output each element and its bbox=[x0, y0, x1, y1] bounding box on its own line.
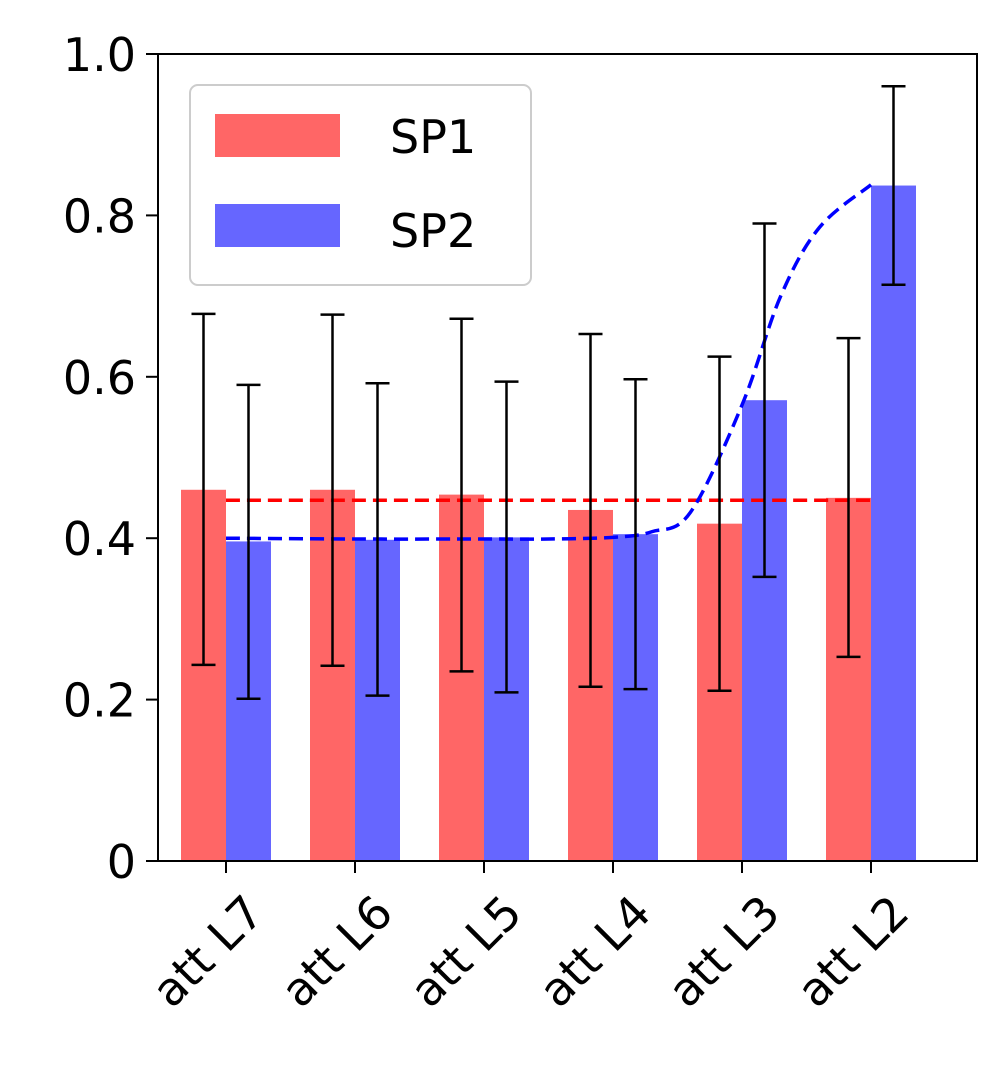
x-tick-label-1: att L7 bbox=[141, 885, 274, 1018]
error-bars-layer bbox=[191, 85, 906, 701]
y-tick-label-4: 0.8 bbox=[63, 189, 136, 243]
x-tick-label-4: att L4 bbox=[528, 885, 661, 1018]
bar-sp2-6 bbox=[871, 185, 916, 861]
legend-swatch-sp2 bbox=[215, 204, 340, 247]
legend-label-sp1: SP1 bbox=[390, 110, 476, 164]
y-tick-label-2: 0.4 bbox=[63, 512, 136, 566]
y-tick-label-0: 0 bbox=[107, 835, 136, 889]
y-tick-label-5: 1.0 bbox=[63, 28, 136, 82]
legend: SP1 SP2 bbox=[189, 84, 532, 286]
x-tick-label-5: att L3 bbox=[657, 885, 790, 1018]
y-tick-label-3: 0.6 bbox=[63, 351, 136, 405]
legend-swatch-sp1 bbox=[215, 114, 340, 157]
legend-label-sp2: SP2 bbox=[390, 204, 476, 258]
bars-layer bbox=[181, 185, 916, 861]
trend-line-sp2 bbox=[225, 183, 873, 541]
trend-lines-layer bbox=[225, 183, 873, 541]
x-tick-label-2: att L6 bbox=[270, 885, 403, 1018]
x-tick-label-3: att L5 bbox=[399, 885, 532, 1018]
y-tick-label-1: 0.2 bbox=[63, 674, 136, 728]
plot-frame bbox=[157, 53, 978, 862]
y-axis: 0 0.2 0.4 0.6 0.8 1.0 bbox=[63, 28, 158, 889]
x-tick-label-6: att L2 bbox=[786, 885, 919, 1018]
